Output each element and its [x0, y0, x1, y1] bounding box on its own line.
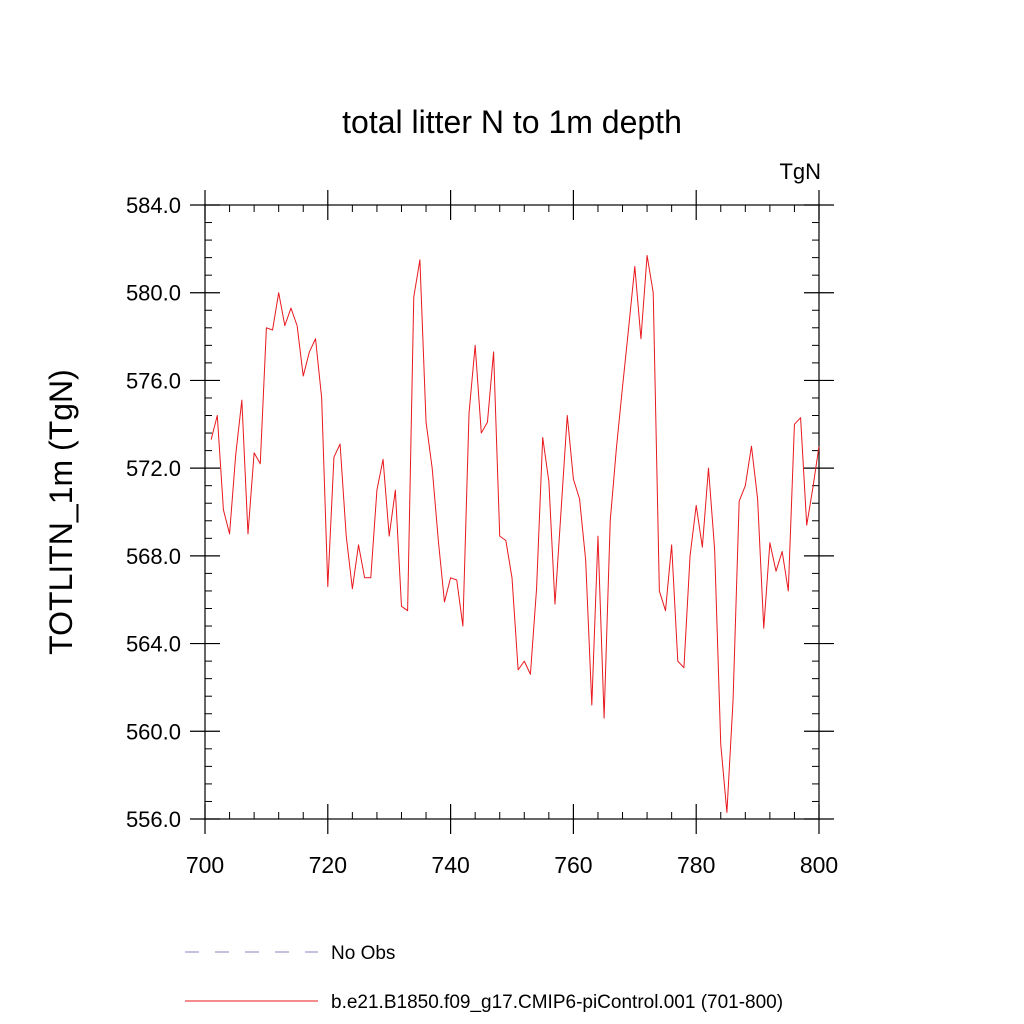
- plot-frame: [204, 204, 820, 820]
- y-tick-label: 584.0: [126, 193, 181, 218]
- x-tick-label: 700: [186, 852, 224, 878]
- series-layer: [210, 254, 820, 813]
- series-line-control-run: [210, 254, 820, 813]
- major-ticks: [190, 190, 834, 834]
- units-label: TgN: [779, 159, 821, 184]
- x-tick-labels: 700 720 740 760 780 800: [186, 852, 838, 878]
- chart-title: total litter N to 1m depth: [342, 104, 682, 140]
- y-tick-label: 576.0: [126, 368, 181, 393]
- y-tick-label: 564.0: [126, 632, 181, 657]
- y-tick-labels: 556.0 560.0 564.0 568.0 572.0 576.0 580.0 584.0: [126, 193, 181, 832]
- y-tick-label: 580.0: [126, 281, 181, 306]
- x-tick-label: 740: [431, 852, 469, 878]
- legend-label-control-run: b.e21.B1850.f09_g17.CMIP6-piControl.001 …: [331, 992, 783, 1013]
- x-tick-label: 720: [309, 852, 347, 878]
- x-tick-label: 780: [677, 852, 715, 878]
- legend-label-no-obs: No Obs: [331, 943, 395, 964]
- legend: No Obs b.e21.B1850.f09_g17.CMIP6-piContr…: [185, 943, 783, 1013]
- y-axis-label: TOTLITN_1m (TgN): [43, 369, 79, 655]
- x-tick-label: 760: [554, 852, 592, 878]
- y-tick-label: 560.0: [126, 719, 181, 744]
- minor-ticks: [205, 205, 819, 819]
- x-tick-label: 800: [800, 852, 838, 878]
- y-tick-label: 568.0: [126, 544, 181, 569]
- y-tick-label: 572.0: [126, 456, 181, 481]
- y-tick-label: 556.0: [126, 807, 181, 832]
